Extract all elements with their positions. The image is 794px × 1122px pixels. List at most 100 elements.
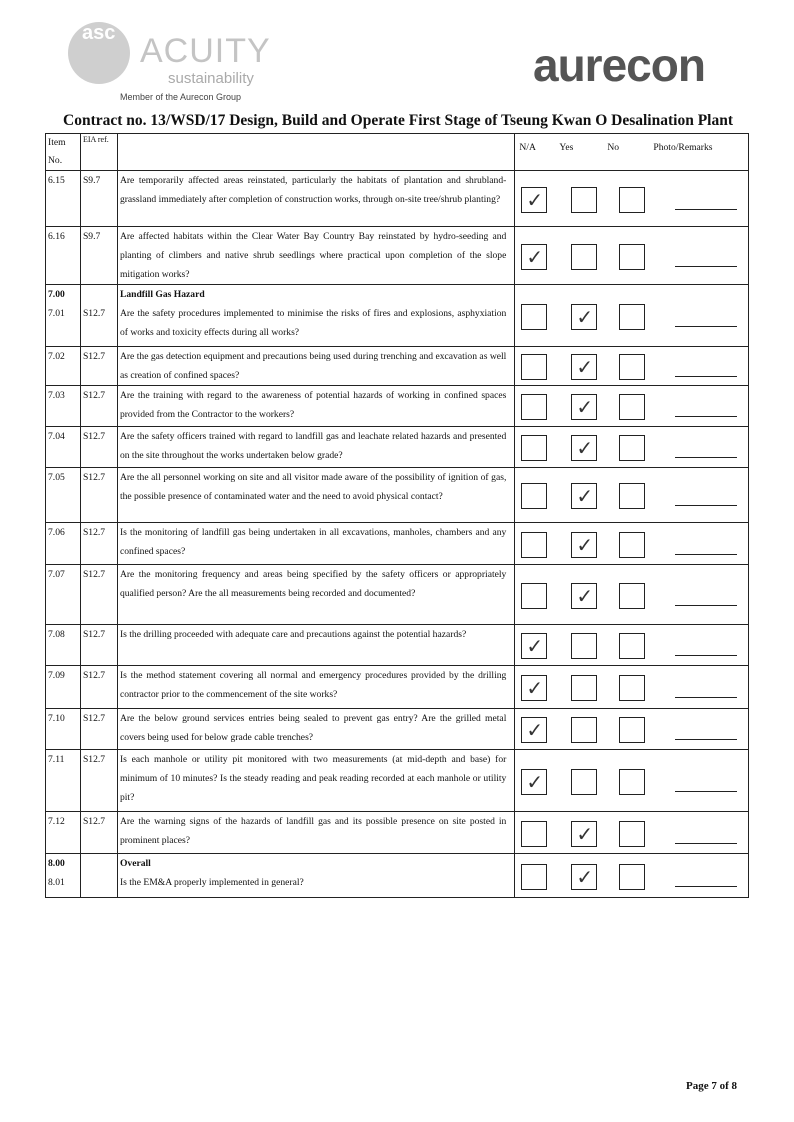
response-cell: ✓ [514,853,749,898]
checkbox-yes[interactable]: ✓ [571,583,598,609]
checkbox-no[interactable] [619,583,646,609]
checkbox-yes[interactable]: ✓ [571,435,598,461]
item-number: 7.04 [48,431,65,442]
checkbox-na[interactable] [521,483,548,509]
remarks-field[interactable] [675,416,738,417]
eia-ref-cell: S12.7 [79,665,118,709]
item-number: 7.08 [48,629,65,640]
checkbox-no[interactable] [619,354,646,380]
table-row: 7.05 S12.7 Are the all personnel working… [45,467,749,523]
eia-ref-cell: S12.7 [79,708,118,750]
checkbox-yes[interactable]: ✓ [571,483,598,509]
checkbox-na[interactable] [521,821,548,847]
remarks-field[interactable] [675,457,738,458]
checkbox-na[interactable] [521,354,548,380]
remarks-field[interactable] [675,209,738,210]
checkbox-na[interactable] [521,532,548,558]
checkbox-na[interactable]: ✓ [521,675,548,701]
eia-ref: S12.7 [82,569,106,580]
checkbox-na[interactable]: ✓ [521,769,548,795]
checkbox-yes[interactable] [571,717,598,743]
checkbox-na[interactable]: ✓ [521,187,548,213]
checkbox-no[interactable] [619,394,646,420]
description-cell: Are the monitoring frequency and areas b… [116,564,516,625]
remarks-field[interactable] [675,843,738,844]
remarks-field[interactable] [675,266,738,267]
checkbox-na[interactable]: ✓ [521,244,548,270]
remarks-field[interactable] [675,554,738,555]
eia-ref-cell: S12.7 [79,346,118,386]
response-cell: ✓ [514,346,749,386]
item-number: 8.01 [48,877,65,888]
checkbox-yes[interactable] [571,675,598,701]
tick-icon: ✓ [576,395,594,419]
checkbox-yes[interactable]: ✓ [571,354,598,380]
item-number: 7.10 [48,713,65,724]
response-cell: ✓ [514,564,749,625]
question-text: Is the monitoring of landfill gas being … [119,527,507,557]
remarks-field[interactable] [675,697,738,698]
asc-logo-mark [68,22,130,84]
remarks-field[interactable] [675,886,738,887]
table-row: 6.15 S9.7 Are temporarily affected areas… [45,170,749,227]
item-no-cell: 7.10 [45,708,81,750]
checkbox-na[interactable] [521,583,548,609]
remarks-field[interactable] [675,505,738,506]
table-row: 7.11 S12.7 Is each manhole or utility pi… [45,749,749,812]
checkbox-no[interactable] [619,483,646,509]
aurecon-logo: aurecon [533,39,706,91]
response-cell: ✓ [514,467,749,523]
table-row: 7.00 7.01 S12.7 Landfill Gas Hazard Are th… [45,284,749,347]
checkbox-na[interactable] [521,864,548,890]
checkbox-yes[interactable]: ✓ [571,304,598,330]
response-cell: ✓ [514,749,749,812]
checkbox-yes[interactable]: ✓ [571,864,598,890]
table-row: 7.04 S12.7 Are the safety officers train… [45,426,749,468]
remarks-field[interactable] [675,326,738,327]
response-cell: ✓ [514,385,749,427]
description-cell: Are the warning signs of the hazards of … [116,811,516,854]
checkbox-no[interactable] [619,675,646,701]
eia-ref-cell: S12.7 [79,624,118,666]
description-cell: Are affected habitats within the Clear W… [116,226,516,285]
checkbox-no[interactable] [619,864,646,890]
checkbox-yes[interactable]: ✓ [571,394,598,420]
checkbox-no[interactable] [619,187,646,213]
checkbox-yes[interactable]: ✓ [571,821,598,847]
question-text: Is the method statement covering all nor… [119,670,507,700]
checkbox-na[interactable] [521,394,548,420]
header-row: Item No. EIA ref. N/A Yes No Photo/Remar… [45,133,749,171]
checkbox-no[interactable] [619,633,646,659]
checkbox-no[interactable] [619,244,646,270]
checkbox-na[interactable]: ✓ [521,717,548,743]
checkbox-no[interactable] [619,304,646,330]
question-text: Is the drilling proceeded with adequate … [119,629,467,640]
remarks-header: Photo/Remarks [653,142,713,153]
checkbox-na[interactable] [521,304,548,330]
checkbox-yes[interactable]: ✓ [571,532,598,558]
checkbox-no[interactable] [619,532,646,558]
question-text: Are the gas detection equipment and prec… [119,351,507,381]
remarks-field[interactable] [675,605,738,606]
checkbox-na[interactable]: ✓ [521,633,548,659]
tick-icon: ✓ [526,634,544,658]
remarks-field[interactable] [675,791,738,792]
checkbox-na[interactable] [521,435,548,461]
checkbox-yes[interactable] [571,633,598,659]
response-cell: ✓ [514,624,749,666]
checkbox-no[interactable] [619,821,646,847]
checkbox-yes[interactable] [571,769,598,795]
question-text: Is the EM&A properly implemented in gene… [119,877,304,888]
remarks-field[interactable] [675,739,738,740]
table-row: 7.10 S12.7 Are the below ground services… [45,708,749,750]
remarks-field[interactable] [675,376,738,377]
remarks-field[interactable] [675,655,738,656]
checkbox-yes[interactable] [571,187,598,213]
table-row: 7.09 S12.7 Is the method statement cover… [45,665,749,709]
item-no-cell: 6.15 [45,170,81,227]
checkbox-yes[interactable] [571,244,598,270]
checkbox-no[interactable] [619,435,646,461]
checkbox-no[interactable] [619,769,646,795]
checkbox-no[interactable] [619,717,646,743]
tick-icon: ✓ [526,718,544,742]
